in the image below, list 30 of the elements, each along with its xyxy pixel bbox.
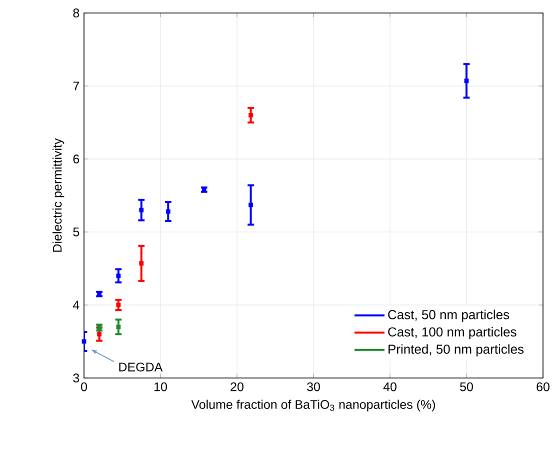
y-tick-label: 3 bbox=[73, 374, 80, 382]
x-tick-label: 0 bbox=[81, 382, 87, 392]
point bbox=[116, 324, 121, 330]
y-axis-title: Dielectric permittivity bbox=[52, 138, 64, 252]
x-tick-label: 10 bbox=[154, 382, 167, 392]
x-axis-title: Volume fraction of BaTiO$_{3}$ nanoparticles (%) bbox=[191, 400, 435, 412]
y-tick-label: 4 bbox=[72, 300, 80, 310]
point bbox=[166, 209, 170, 214]
x-tick-label: 50 bbox=[460, 382, 473, 392]
point bbox=[464, 78, 469, 84]
point bbox=[116, 274, 121, 278]
y-tick-label: 7 bbox=[73, 82, 80, 90]
point bbox=[139, 208, 144, 212]
x-tick-label: 40 bbox=[383, 382, 396, 392]
x-tick-label: 60 bbox=[536, 382, 550, 392]
point bbox=[139, 261, 144, 266]
x-tick-label: 30 bbox=[307, 382, 320, 392]
y-tick-label: 5 bbox=[73, 228, 80, 236]
point bbox=[97, 332, 102, 336]
legend-label: Printed, 50 nm particles bbox=[388, 344, 524, 356]
y-tick-label: 6 bbox=[73, 154, 80, 164]
point bbox=[248, 112, 253, 118]
point bbox=[248, 202, 253, 208]
point bbox=[82, 339, 86, 344]
x-tick-label: 20 bbox=[230, 382, 244, 392]
point bbox=[116, 302, 121, 308]
y-tick-label: 8 bbox=[73, 8, 80, 18]
legend-label: Cast, 50 nm particles bbox=[388, 310, 510, 322]
legend-label: Cast, 100 nm particles bbox=[388, 326, 516, 340]
annotation: DEGDA bbox=[119, 362, 163, 372]
